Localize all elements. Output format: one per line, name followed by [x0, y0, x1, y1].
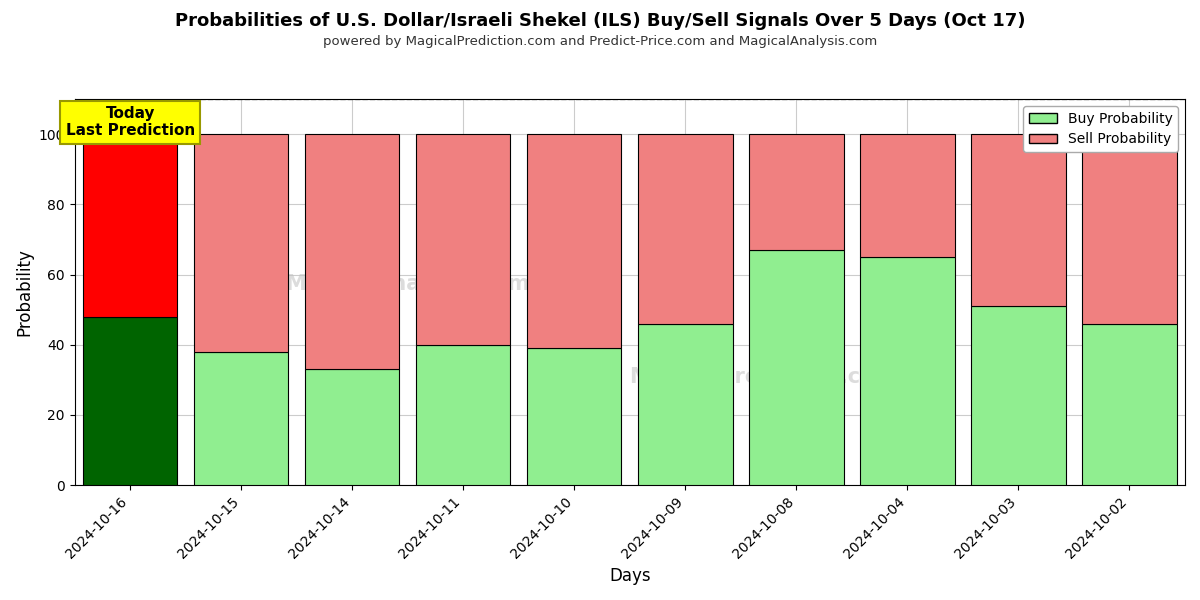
- Bar: [860, 257, 955, 485]
- Bar: [194, 352, 288, 485]
- Bar: [971, 134, 1066, 306]
- Bar: [1082, 323, 1177, 485]
- Bar: [749, 250, 844, 485]
- Text: Today
Last Prediction: Today Last Prediction: [66, 106, 194, 139]
- Bar: [860, 134, 955, 257]
- Y-axis label: Probability: Probability: [16, 248, 34, 336]
- Bar: [194, 134, 288, 352]
- Bar: [638, 323, 732, 485]
- Text: MagicalAnalysis.com: MagicalAnalysis.com: [286, 274, 530, 295]
- Bar: [527, 348, 622, 485]
- Bar: [305, 134, 400, 370]
- Bar: [638, 134, 732, 323]
- Bar: [416, 134, 510, 345]
- Bar: [305, 370, 400, 485]
- Bar: [83, 134, 178, 317]
- Text: Probabilities of U.S. Dollar/Israeli Shekel (ILS) Buy/Sell Signals Over 5 Days (: Probabilities of U.S. Dollar/Israeli She…: [175, 12, 1025, 30]
- Bar: [527, 134, 622, 348]
- Bar: [83, 317, 178, 485]
- X-axis label: Days: Days: [610, 567, 650, 585]
- Bar: [749, 134, 844, 250]
- Bar: [1082, 134, 1177, 323]
- Bar: [971, 306, 1066, 485]
- Bar: [416, 345, 510, 485]
- Text: MagicalPrediction.com: MagicalPrediction.com: [630, 367, 896, 387]
- Legend: Buy Probability, Sell Probability: Buy Probability, Sell Probability: [1024, 106, 1178, 152]
- Text: powered by MagicalPrediction.com and Predict-Price.com and MagicalAnalysis.com: powered by MagicalPrediction.com and Pre…: [323, 35, 877, 48]
